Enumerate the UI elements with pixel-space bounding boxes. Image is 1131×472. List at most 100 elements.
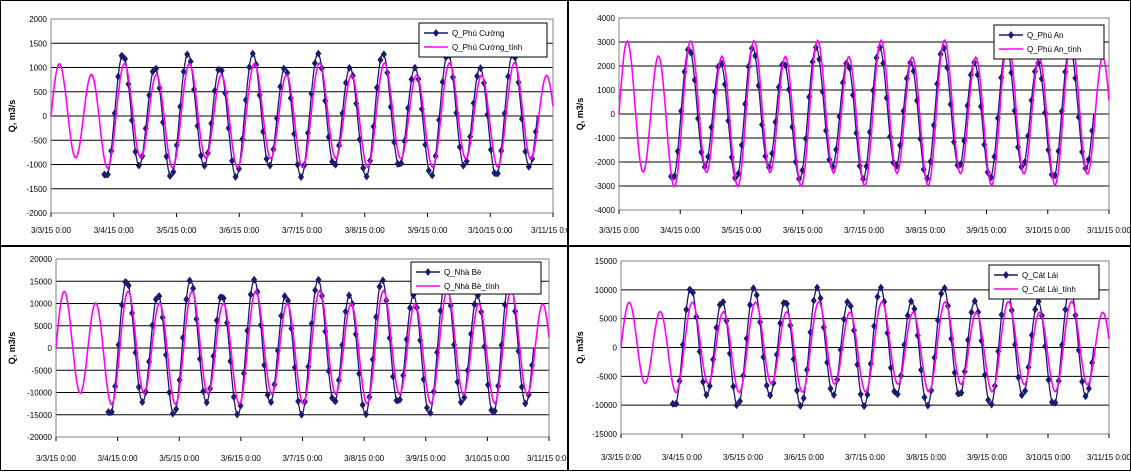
data-point-marker <box>1052 398 1059 407</box>
data-point-marker <box>423 403 430 412</box>
data-point-marker <box>332 160 339 169</box>
data-point-marker <box>874 292 881 301</box>
data-point-marker <box>686 285 693 294</box>
legend: Q_Nhà Bè Q_Nhà Bè_tính <box>410 261 542 295</box>
y-tick-label: 0 <box>613 344 618 353</box>
x-tick-label: 3/7/15 0:00 <box>282 454 323 463</box>
y-tick-label: 500 <box>34 88 48 97</box>
data-point-marker <box>827 384 834 393</box>
data-point-marker <box>398 159 405 168</box>
data-point-marker <box>298 410 305 419</box>
data-point-marker <box>471 300 478 309</box>
x-tick-label: 3/8/15 0:00 <box>905 226 946 235</box>
data-point-marker <box>249 49 256 58</box>
legend-entry-label: Q_Phú Cường <box>452 29 504 38</box>
data-point-marker <box>173 405 180 414</box>
data-point-marker <box>721 80 728 89</box>
legend-swatch-marker <box>1008 31 1014 39</box>
x-tick-label: 3/10/15 0:00 <box>465 454 510 463</box>
data-point-marker <box>166 388 173 397</box>
series-line-computed <box>55 289 550 406</box>
data-point-marker <box>730 382 737 391</box>
data-point-marker <box>783 299 790 308</box>
y-tick-label: 1000 <box>29 64 47 73</box>
data-point-marker <box>101 170 108 179</box>
y-axis-label: Q, m3/s <box>575 98 585 131</box>
data-point-marker <box>411 63 418 72</box>
data-point-marker <box>683 305 690 314</box>
x-tick-label: 3/11/15 0:00 <box>531 226 569 235</box>
data-point-marker <box>1079 377 1086 386</box>
x-tick-label: 3/7/15 0:00 <box>282 226 323 235</box>
y-tick-label: 2000 <box>29 15 47 24</box>
legend-entry-label: Q_Cát Lái <box>1022 271 1058 280</box>
data-point-marker <box>186 276 193 285</box>
data-point-marker <box>1022 386 1029 395</box>
data-point-marker <box>711 87 718 96</box>
data-point-marker <box>200 387 207 396</box>
data-point-marker <box>974 70 981 79</box>
legend-entry-label: Q_Nhà Bè_tính <box>444 282 499 291</box>
y-tick-label: 15000 <box>30 277 53 286</box>
data-point-marker <box>237 401 244 410</box>
data-point-marker <box>772 117 779 126</box>
y-tick-label: -5000 <box>32 366 53 375</box>
data-point-marker <box>494 169 501 178</box>
data-point-marker <box>281 292 288 301</box>
data-point-marker <box>477 64 484 73</box>
chart-svg-cat-lai: 15000 10000 5000 0 -5000 -10000 -15000 3/3/15 0… <box>575 257 1131 462</box>
data-point-marker <box>807 328 814 337</box>
data-point-marker <box>180 67 187 76</box>
data-point-marker <box>396 395 403 404</box>
data-point-marker <box>669 399 676 408</box>
data-point-marker <box>695 114 702 123</box>
data-point-marker <box>1079 147 1086 156</box>
data-point-marker <box>400 371 407 380</box>
data-point-marker <box>777 319 784 328</box>
data-point-marker <box>745 62 752 71</box>
data-point-marker <box>1045 145 1052 154</box>
data-point-marker <box>125 281 132 290</box>
data-point-marker <box>1008 68 1015 77</box>
data-point-marker <box>839 78 846 87</box>
data-point-marker <box>104 170 111 179</box>
y-tick-label: -15000 <box>27 411 52 420</box>
x-tick-label: 3/9/15 0:00 <box>967 453 1008 462</box>
data-point-marker <box>474 72 481 81</box>
data-point-marker <box>170 167 177 176</box>
data-point-marker <box>823 126 830 135</box>
x-tick-label: 3/10/15 0:00 <box>1026 453 1071 462</box>
legend-swatch-marker <box>425 268 431 276</box>
y-tick-label: 10000 <box>30 300 53 309</box>
data-point-marker <box>1059 340 1066 349</box>
data-point-marker <box>975 308 982 317</box>
x-tick-label: 3/6/15 0:00 <box>783 226 824 235</box>
data-point-marker <box>346 291 353 300</box>
legend-box <box>410 261 542 295</box>
x-tick-label: 3/3/15 0:00 <box>599 226 640 235</box>
data-point-marker <box>908 297 915 306</box>
data-point-marker <box>363 172 370 181</box>
data-point-marker <box>203 398 210 407</box>
series-line-computed <box>618 38 1110 189</box>
y-tick-label: -500 <box>31 136 48 145</box>
data-point-marker <box>1035 297 1042 306</box>
data-point-marker <box>864 390 871 399</box>
data-point-marker <box>981 371 988 380</box>
data-point-marker <box>856 161 863 170</box>
data-point-marker <box>820 323 827 332</box>
x-tick-label: 3/9/15 0:00 <box>966 226 1007 235</box>
data-point-marker <box>931 353 938 362</box>
data-point-marker <box>1028 96 1035 105</box>
data-point-marker <box>700 377 707 386</box>
data-point-marker <box>881 297 888 306</box>
chart-svg-phu-an: 4000 3000 2000 1000 0 -1000 -2000 -3000 -4000 3/3… <box>575 14 1131 235</box>
data-point-marker <box>1032 305 1039 314</box>
data-point-marker <box>122 54 129 63</box>
data-point-marker <box>830 391 837 400</box>
series-line-observed <box>670 45 1095 181</box>
data-point-marker <box>921 393 928 402</box>
data-point-marker <box>218 66 225 75</box>
data-point-marker <box>873 53 880 62</box>
data-point-marker <box>753 291 760 300</box>
